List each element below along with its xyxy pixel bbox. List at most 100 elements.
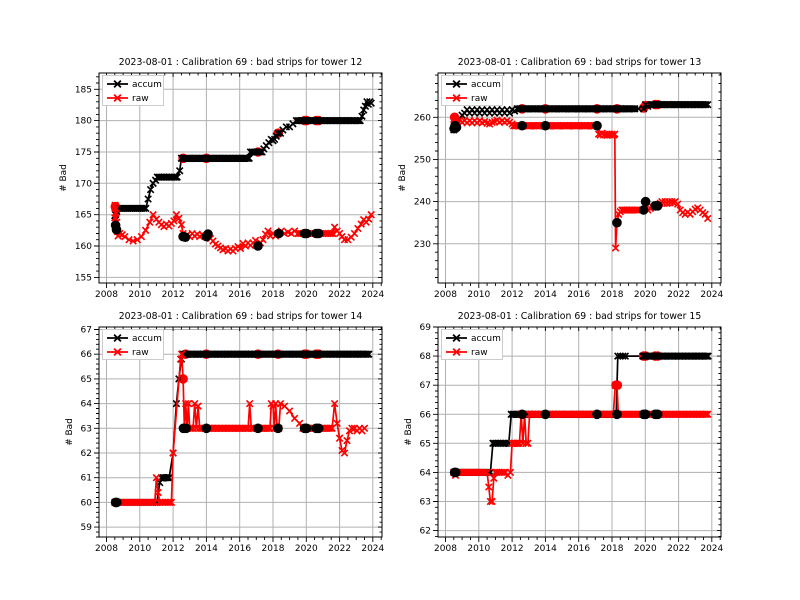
x-tick-label: 2024 [361,544,384,554]
y-tick-label: 69 [420,323,432,333]
y-tick-label: 65 [81,375,92,385]
x-tick-label: 2014 [534,290,557,300]
y-tick-label: 175 [75,148,92,158]
y-axis-label: # Bad [398,164,408,192]
calibration-dot [451,122,462,133]
y-tick-label: 63 [420,498,431,508]
y-tick-label: 170 [75,179,92,189]
legend-box [102,329,164,360]
x-tick-label: 2020 [295,290,318,300]
x-tick-label: 2010 [467,544,490,554]
x-tick-label: 2008 [434,544,457,554]
calibration-dots-on-raw [449,409,663,478]
y-tick-label: 155 [75,273,92,283]
raw-line [453,116,709,249]
legend-x-marker-icon [113,79,122,89]
x-tick-label: 2016 [567,290,590,300]
legend: accum raw [441,75,503,106]
y-tick-label: 59 [81,523,93,533]
legend-box [441,75,503,106]
axes-frame [437,72,722,284]
legend: accum raw [102,75,164,106]
plot-title: 2023-08-01 : Calibration 69 : bad strips… [119,57,363,68]
legend-x-marker-icon [452,79,461,89]
y-tick-label: 250 [414,155,431,165]
calibration-dot [181,423,191,434]
legend-label-accum: accum [132,334,162,344]
x-tick-label: 2014 [195,290,218,300]
calibration-dot [201,423,212,434]
x-tick-label: 2022 [328,290,351,300]
legend-label-raw: raw [471,348,488,358]
legend-box [441,329,503,360]
legend-label-accum: accum [132,80,162,90]
y-tick-label: 60 [81,498,93,508]
axis-ticks [433,326,721,542]
calibration-dot [517,409,527,420]
legend-x-marker-icon [452,347,461,357]
legend-x-marker-icon [452,93,461,103]
x-tick-label: 2012 [501,544,524,554]
calibration-dot [253,241,263,251]
y-tick-label: 66 [420,410,432,420]
calibration-dot [112,497,122,508]
x-tick-label: 2010 [467,290,490,300]
calibration-dot [111,224,122,235]
x-tick-label: 2018 [262,290,285,300]
x-tick-label: 2016 [228,544,251,554]
legend-x-marker-icon [113,347,122,357]
calibration-dot [517,120,527,131]
legend-label-raw: raw [471,94,488,104]
x-tick-label: 2018 [601,544,624,554]
y-tick-label: 165 [75,211,92,221]
calibration-dot [652,409,663,420]
calibration-dot [652,201,663,211]
legend-label-raw: raw [132,94,149,104]
subplot-tower-13: 2008 2010 2012 2014 2016 2018 2020 2022 2024 230 2… [398,57,724,300]
x-tick-label: 2020 [634,290,657,300]
y-axis-label: # Bad [65,418,75,446]
x-tick-label: 2016 [228,290,251,300]
calibration-dot [640,196,651,207]
calibration-dot [203,229,213,239]
legend-label-accum: accum [471,334,501,344]
y-tick-label: 64 [420,468,432,478]
calibration-dot [612,217,622,228]
y-tick-label: 65 [420,439,431,449]
grid-lines [438,73,721,283]
accum-markers [111,98,375,225]
x-tick-label: 2018 [262,544,285,554]
calibration-dot [612,409,622,420]
subplot-tower-15: 2008 2010 2012 2014 2016 2018 2020 2022 2024 62 63… [404,311,724,554]
x-tick-label: 2010 [128,544,151,554]
y-tick-label: 63 [81,424,92,434]
x-tick-label: 2024 [361,290,384,300]
axis-ticks [433,73,721,288]
y-tick-label: 62 [81,449,92,459]
calibration-dot [301,228,312,239]
calibration-dot [180,232,191,242]
y-tick-label: 61 [81,474,92,484]
calibration-dots-on-raw [449,120,663,228]
x-tick-label: 2012 [162,290,185,300]
x-tick-label: 2008 [95,544,118,554]
y-tick-label: 68 [420,352,432,362]
legend: accum raw [102,329,164,360]
x-tick-label: 2012 [501,290,524,300]
axes-frame [98,326,383,538]
y-tick-label: 66 [81,350,93,360]
y-tick-label: 180 [75,117,92,127]
legend-label-raw: raw [132,348,149,358]
y-tick-label: 240 [414,198,431,208]
x-tick-label: 2010 [128,290,151,300]
plot-title: 2023-08-01 : Calibration 69 : bad strips… [458,311,702,322]
x-tick-label: 2022 [667,544,690,554]
calibration-dot [640,409,651,420]
x-tick-label: 2014 [195,544,218,554]
x-tick-label: 2012 [162,544,185,554]
calibration-dot [592,409,602,420]
calibration-dots-on-raw [110,220,324,251]
calibration-dot [301,423,312,434]
calibration-dot [638,205,649,215]
